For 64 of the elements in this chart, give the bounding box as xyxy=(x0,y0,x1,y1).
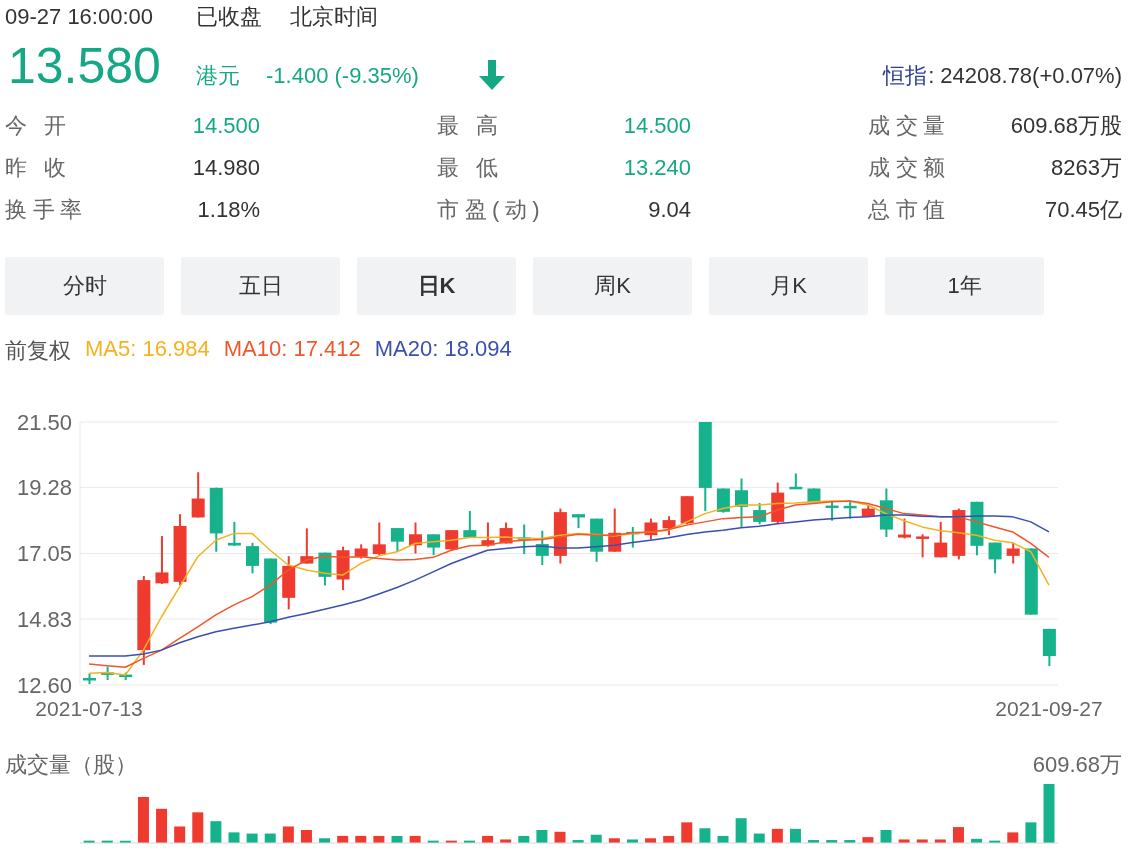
text: 日K xyxy=(416,273,457,298)
text: 1.18% xyxy=(197,197,260,222)
text: 分时 xyxy=(61,273,108,298)
text: 14.500 xyxy=(192,113,260,138)
chart-title: 成交量（股） xyxy=(5,751,137,779)
text: 14.500 xyxy=(623,113,691,138)
text: 恒指 xyxy=(883,63,927,88)
legend-title: 前复权 xyxy=(5,337,71,365)
text: -1.400 (-9.35%) xyxy=(266,63,419,88)
text: 最 高 xyxy=(437,113,504,138)
text: 成交量 xyxy=(868,113,951,138)
text: 609.68万 xyxy=(1032,751,1122,779)
text: 换手率 xyxy=(5,197,88,222)
y-tick-label: 21.50 xyxy=(16,409,72,435)
text: 70.45亿 xyxy=(1044,197,1122,222)
x-tick-label: 2021-07-13 xyxy=(35,696,143,720)
y-tick-label: 14.83 xyxy=(16,606,72,632)
text: 609.68万股 xyxy=(1010,113,1122,138)
bar xyxy=(952,827,964,843)
x-tick-label: 2021-09-27 xyxy=(995,696,1103,720)
text: 成交额 xyxy=(868,155,951,180)
text: MA20: 18.094 xyxy=(374,336,512,363)
bar xyxy=(192,812,204,843)
y-tick-label: 19.28 xyxy=(16,475,72,501)
text: 09-27 16:00:00 xyxy=(5,4,154,29)
text: 14.980 xyxy=(192,155,260,180)
text: 1年 xyxy=(946,273,983,298)
bar xyxy=(137,796,149,843)
bar xyxy=(789,828,801,843)
text: 今 开 xyxy=(5,113,72,138)
bar xyxy=(1025,822,1037,843)
text: 港元 xyxy=(196,63,240,88)
bar xyxy=(210,821,222,843)
text: 周K xyxy=(593,273,632,298)
bar xyxy=(156,808,168,843)
text: 9.04 xyxy=(648,197,691,222)
text: 已收盘 xyxy=(196,4,262,29)
text: : 24208.78(+0.07%) xyxy=(928,63,1122,88)
text: 8263万 xyxy=(1051,155,1122,180)
text: MA5: 16.984 xyxy=(85,336,210,363)
y-tick-label: 17.05 xyxy=(16,541,72,567)
bar xyxy=(1007,832,1019,843)
bar xyxy=(300,830,312,843)
text: 月K xyxy=(769,273,808,298)
text: 五日 xyxy=(237,273,284,298)
text: 最 低 xyxy=(437,155,504,180)
bar xyxy=(699,828,711,843)
bar xyxy=(880,830,892,843)
y-tick-label: 12.60 xyxy=(16,672,72,698)
text: 昨 收 xyxy=(5,155,72,180)
text: 总市值 xyxy=(868,197,951,222)
bar xyxy=(681,822,693,843)
bar xyxy=(536,830,548,843)
bar xyxy=(282,826,294,843)
bar xyxy=(174,826,186,843)
bar xyxy=(735,818,747,843)
bar xyxy=(228,832,240,843)
text: 市盈(动) xyxy=(437,197,546,222)
text: 13.240 xyxy=(623,155,691,180)
text: MA10: 17.412 xyxy=(223,336,361,363)
bar xyxy=(771,828,783,843)
bar xyxy=(1043,784,1055,843)
text: 北京时间 xyxy=(290,4,378,29)
text: 13.580 xyxy=(8,38,161,94)
